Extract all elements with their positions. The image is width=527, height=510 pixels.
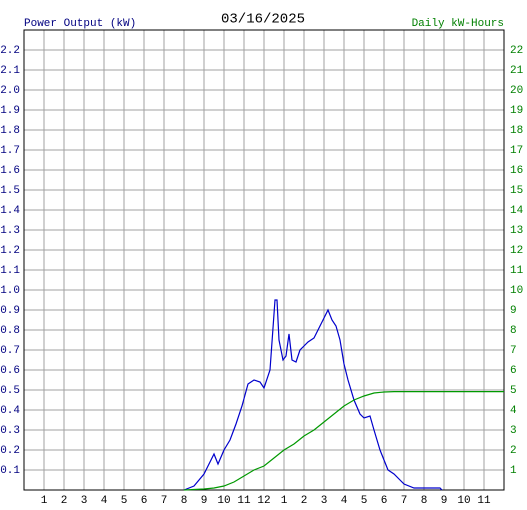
y-tick-label: 0.3 xyxy=(0,425,20,437)
x-tick-label: 3 xyxy=(81,495,88,507)
y2-tick-label: 4 xyxy=(510,405,517,417)
y2-tick-label: 17 xyxy=(510,145,523,157)
y-tick-label: 1.2 xyxy=(0,245,20,257)
y2-tick-label: 13 xyxy=(510,225,523,237)
x-tick-label: 5 xyxy=(121,495,128,507)
x-tick-label: 2 xyxy=(301,495,308,507)
x-tick-label: 2 xyxy=(61,495,68,507)
y-tick-label: 0.7 xyxy=(0,345,20,357)
y2-tick-label: 8 xyxy=(510,325,517,337)
x-tick-label: 4 xyxy=(341,495,348,507)
x-tick-label: 1 xyxy=(41,495,48,507)
y-tick-label: 2.1 xyxy=(0,65,20,77)
x-tick-label: 5 xyxy=(361,495,368,507)
y2-tick-label: 22 xyxy=(510,45,523,57)
x-tick-label: 10 xyxy=(457,495,470,507)
y2-tick-label: 1 xyxy=(510,465,517,477)
y-tick-label: 1.9 xyxy=(0,105,20,117)
x-tick-label: 9 xyxy=(201,495,208,507)
y-tick-label: 2.2 xyxy=(0,45,20,57)
left-axis-label: Power Output (kW) xyxy=(24,18,136,30)
x-tick-label: 11 xyxy=(477,495,491,507)
x-tick-label: 7 xyxy=(161,495,168,507)
x-tick-label: 8 xyxy=(181,495,188,507)
y2-tick-label: 7 xyxy=(510,345,517,357)
y2-tick-label: 14 xyxy=(510,205,524,217)
y-tick-label: 1.6 xyxy=(0,165,20,177)
y-tick-label: 1.7 xyxy=(0,145,20,157)
x-tick-label: 3 xyxy=(321,495,328,507)
y2-tick-label: 12 xyxy=(510,245,523,257)
x-tick-label: 6 xyxy=(141,495,148,507)
plot-frame xyxy=(23,29,505,491)
y-tick-label: 0.4 xyxy=(0,405,20,417)
y2-tick-label: 5 xyxy=(510,385,517,397)
y-tick-label: 1.5 xyxy=(0,185,20,197)
y-tick-label: 1.0 xyxy=(0,285,20,297)
x-tick-label: 4 xyxy=(101,495,108,507)
y2-tick-label: 11 xyxy=(510,265,524,277)
right-axis-label: Daily kW-Hours xyxy=(412,18,504,30)
y-tick-label: 0.8 xyxy=(0,325,20,337)
y2-tick-label: 6 xyxy=(510,365,517,377)
x-tick-label: 12 xyxy=(257,495,270,507)
y2-tick-label: 3 xyxy=(510,425,517,437)
y-tick-label: 0.6 xyxy=(0,365,20,377)
y2-tick-label: 21 xyxy=(510,65,524,77)
y2-tick-label: 15 xyxy=(510,185,523,197)
y-tick-label: 0.5 xyxy=(0,385,20,397)
y2-tick-label: 10 xyxy=(510,285,523,297)
x-tick-label: 8 xyxy=(421,495,428,507)
y2-tick-label: 2 xyxy=(510,445,517,457)
data-line xyxy=(183,299,443,491)
y-tick-label: 2.0 xyxy=(0,85,20,97)
x-tick-label: 6 xyxy=(381,495,388,507)
y2-tick-label: 9 xyxy=(510,305,517,317)
y2-tick-label: 16 xyxy=(510,165,523,177)
x-tick-label: 10 xyxy=(217,495,230,507)
x-tick-label: 1 xyxy=(281,495,288,507)
y-tick-label: 1.8 xyxy=(0,125,20,137)
y-tick-label: 1.4 xyxy=(0,205,20,217)
x-tick-label: 9 xyxy=(441,495,448,507)
x-tick-label: 11 xyxy=(237,495,251,507)
y-tick-label: 0.2 xyxy=(0,445,20,457)
data-line xyxy=(183,391,504,491)
x-tick-label: 7 xyxy=(401,495,408,507)
y-tick-label: 1.1 xyxy=(0,265,20,277)
y2-tick-label: 19 xyxy=(510,105,523,117)
y-tick-label: 0.9 xyxy=(0,305,20,317)
y2-tick-label: 18 xyxy=(510,125,523,137)
y-tick-label: 1.3 xyxy=(0,225,20,237)
y2-tick-label: 20 xyxy=(510,85,523,97)
chart-title: 03/16/2025 xyxy=(221,12,305,28)
y-tick-label: 0.1 xyxy=(0,465,20,477)
